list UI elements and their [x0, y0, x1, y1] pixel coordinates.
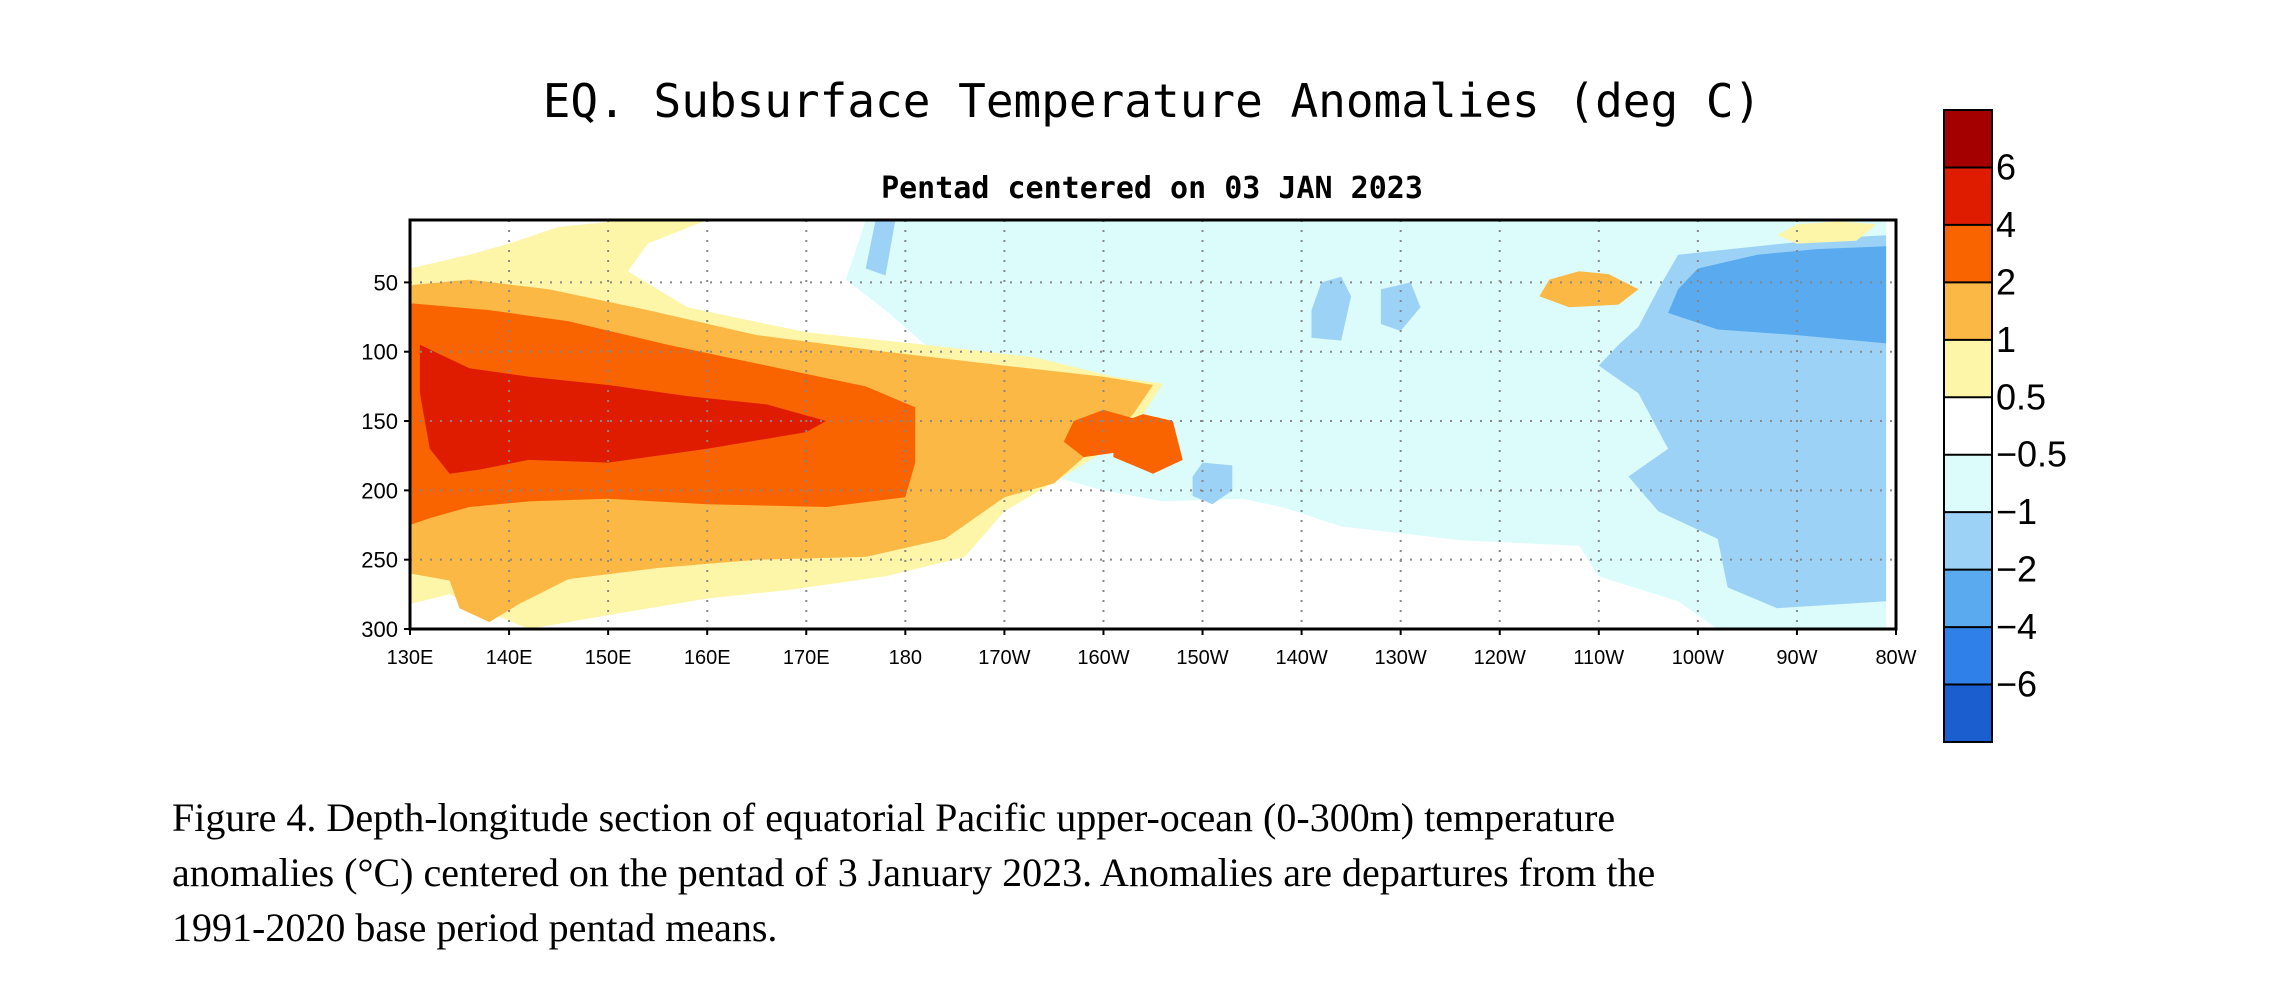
chart-title: EQ. Subsurface Temperature Anomalies (de…: [543, 74, 1762, 128]
chart-subtitle: Pentad centered on 03 JAN 2023: [881, 171, 1423, 206]
figure-caption: Figure 4. Depth-longitude section of equ…: [172, 790, 2172, 955]
colorbar-label: −6: [1996, 664, 2037, 705]
colorbar-swatch: [1944, 397, 1992, 456]
colorbar-swatch: [1944, 454, 1992, 513]
plot-frame: [408, 218, 1898, 631]
x-axis: 130E 140E 150E 160E 170E 180 170W 160W 150W 140W 1…: [387, 629, 1917, 669]
colorbar-swatch: [1944, 282, 1992, 341]
y-tick-label: 150: [361, 409, 398, 434]
colorbar-label: −4: [1996, 606, 2037, 647]
x-tick-label: 150E: [585, 647, 632, 669]
x-tick-label: 180: [889, 647, 922, 669]
colorbar-label: 4: [1996, 204, 2016, 245]
x-tick-label: 160E: [684, 647, 731, 669]
warm-region-4-6: [419, 344, 827, 474]
colorbar-label: −0.5: [1996, 434, 2067, 475]
warm-region-1-2-110w: [1539, 271, 1639, 308]
x-tick-label: 140W: [1275, 647, 1327, 669]
x-tick-label: 80W: [1875, 647, 1916, 669]
colorbar-label: 2: [1996, 261, 2016, 302]
x-tick-label: 170E: [783, 647, 830, 669]
colorbar-label: −1: [1996, 491, 2037, 532]
x-tick-label: 130W: [1375, 647, 1427, 669]
x-tick-label: 110W: [1573, 647, 1624, 669]
colorbar-swatch: [1944, 512, 1992, 571]
colorbar-label: 6: [1996, 146, 2016, 187]
x-tick-label: 150W: [1176, 647, 1228, 669]
cool-region-0.5-1: [845, 220, 1887, 629]
x-tick-label: 140E: [486, 647, 533, 669]
x-tick-label: 120W: [1474, 647, 1526, 669]
x-tick-label: 100W: [1672, 647, 1724, 669]
colorbar-label: −2: [1996, 549, 2037, 590]
cool-region-2-4-east: [1668, 246, 1887, 344]
caption-line-2: anomalies (°C) centered on the pentad of…: [172, 850, 1656, 895]
caption-line-1: Figure 4. Depth-longitude section of equ…: [172, 795, 1616, 840]
warm-region-0.5-1-85w: [1777, 221, 1877, 244]
y-tick-label: 200: [361, 478, 398, 503]
colorbar-label: 0.5: [1996, 376, 2046, 417]
colorbar: 6 4 2 1 0.5 −0.5 −1 −2 −4 −6: [1943, 109, 2067, 743]
warm-region-2-4-157w: [1113, 414, 1183, 474]
x-tick-label: 130E: [387, 647, 434, 669]
cool-region-1-2-150w: [1192, 462, 1233, 505]
colorbar-swatch: [1944, 167, 1992, 226]
colorbar-frame: [1943, 109, 1993, 743]
cool-region-1-2-140w: [1311, 276, 1352, 341]
caption-line-3: 1991-2020 base period pentad means.: [172, 905, 778, 950]
x-tick-label: 170W: [978, 647, 1030, 669]
cool-region-1-2-130w: [865, 220, 896, 276]
y-tick-label: 50: [374, 270, 398, 295]
colorbar-swatch: [1944, 339, 1992, 398]
grid-lines: [410, 220, 1896, 629]
colorbar-swatch: [1944, 224, 1992, 283]
y-axis: 50 100 150 200 250 300: [361, 270, 410, 642]
y-tick-label: 100: [361, 340, 398, 365]
x-tick-label: 90W: [1776, 647, 1817, 669]
y-tick-label: 250: [361, 548, 398, 573]
colorbar-swatch: [1944, 110, 1992, 168]
colorbar-label: 1: [1996, 319, 2016, 360]
subsurface-anomaly-chart: EQ. Subsurface Temperature Anomalies (de…: [361, 74, 2067, 743]
colorbar-swatch: [1944, 627, 1992, 686]
x-tick-label: 160W: [1077, 647, 1129, 669]
y-tick-label: 300: [361, 617, 398, 642]
colorbar-swatch: [1944, 569, 1992, 628]
cool-region-1-2-132w: [1380, 282, 1421, 331]
anomaly-field: [410, 220, 1887, 629]
colorbar-swatch: [1944, 684, 1992, 743]
